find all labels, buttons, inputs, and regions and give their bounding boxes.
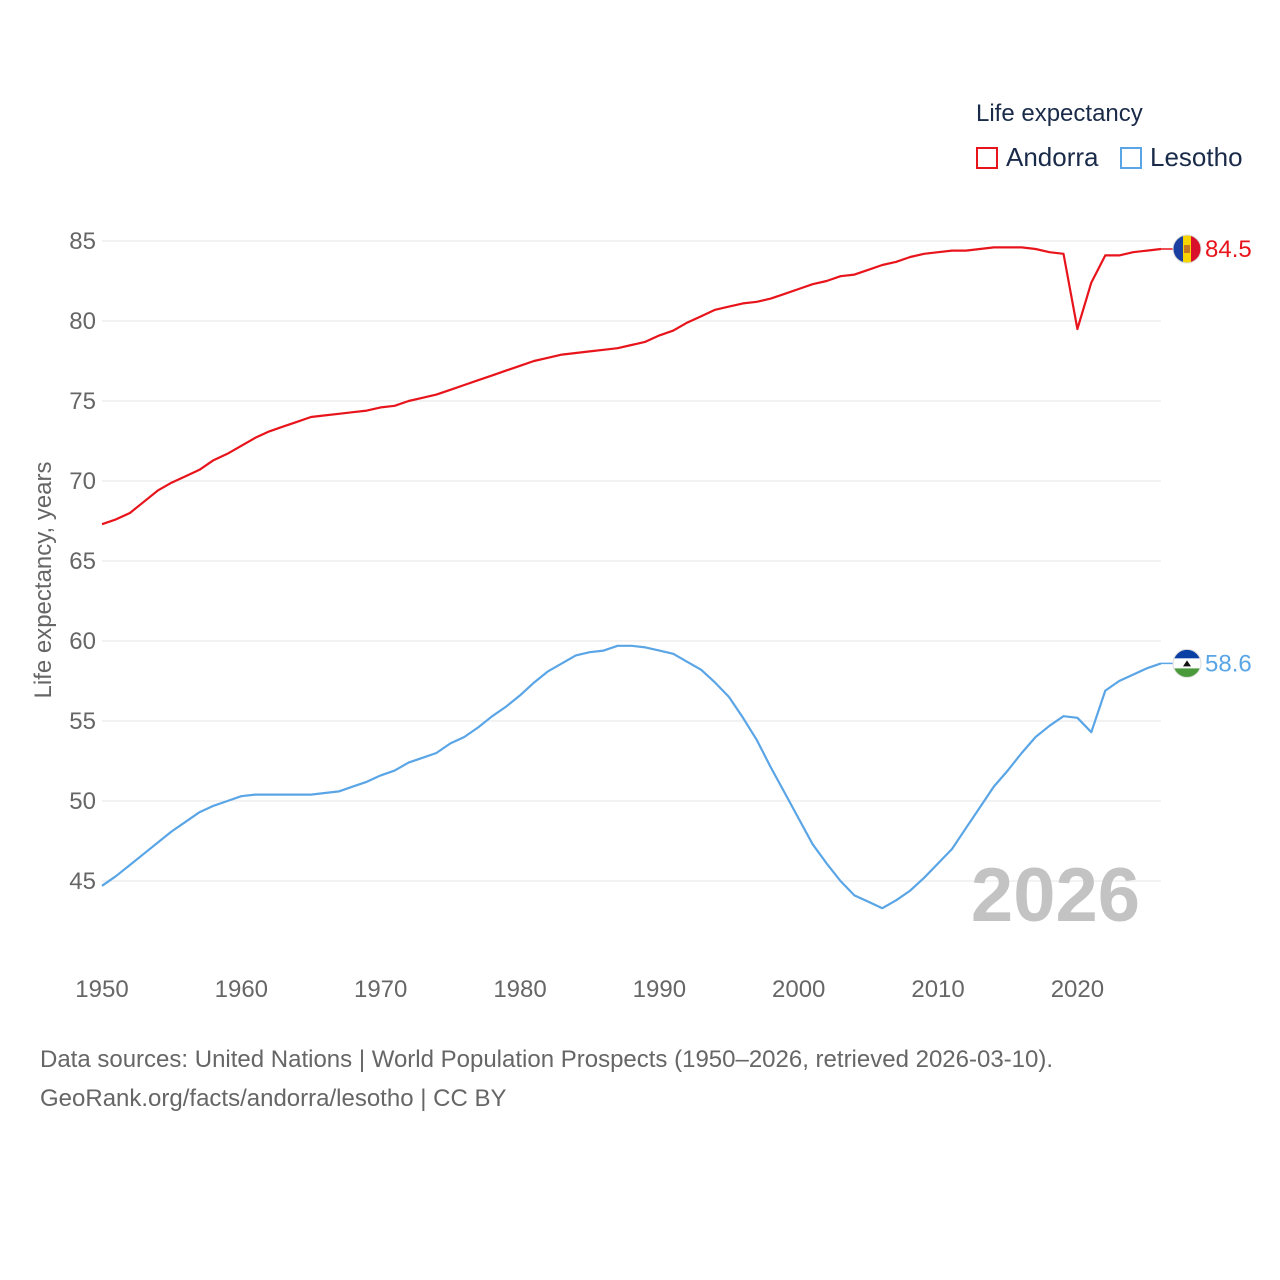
legend-label-andorra: Andorra	[1006, 142, 1099, 172]
y-tick-label-70: 70	[69, 468, 96, 495]
series-lines	[101, 246, 1162, 910]
y-tick-label-85: 85	[69, 228, 96, 255]
current-year-watermark: 2026	[970, 853, 1140, 938]
legend-item-andorra[interactable]: Andorra	[976, 142, 1099, 173]
y-tick-label-80: 80	[69, 308, 96, 335]
andorra-flag-icon	[1172, 234, 1202, 264]
y-tick-label-50: 50	[69, 788, 96, 815]
data-source-text: Data sources: United Nations | World Pop…	[40, 1046, 1054, 1073]
y-tick-label-45: 45	[69, 868, 96, 895]
y-tick-label-65: 65	[69, 548, 96, 575]
series-end-labels: 84.5 58.6	[1161, 234, 1252, 678]
legend-item-lesotho[interactable]: Lesotho	[1120, 142, 1243, 173]
y-axis-label: Life expectancy, years	[30, 461, 57, 698]
grid-lines	[102, 240, 1161, 882]
x-tick-label-2010: 2010	[911, 976, 964, 1003]
x-tick-label-2000: 2000	[772, 976, 825, 1003]
end-value-label-lesotho: 58.6	[1205, 650, 1252, 677]
x-tick-label-1990: 1990	[633, 976, 686, 1003]
x-tick-label-1950: 1950	[75, 976, 128, 1003]
legend-swatch-lesotho	[1120, 146, 1142, 169]
y-tick-label-55: 55	[69, 708, 96, 735]
source-url-text[interactable]: GeoRank.org/facts/andorra/lesotho | CC B…	[40, 1085, 507, 1112]
x-tick-label-1960: 1960	[215, 976, 268, 1003]
y-axis-ticks: 45 50 55 60 65 70 75 80 85	[69, 228, 96, 895]
y-tick-label-75: 75	[69, 388, 96, 415]
series-line-lesotho[interactable]	[101, 644, 1162, 910]
legend-title: Life expectancy	[976, 100, 1143, 127]
legend-swatch-andorra	[976, 146, 998, 169]
x-tick-label-1970: 1970	[354, 976, 407, 1003]
lesotho-flag-icon	[1172, 648, 1202, 678]
x-tick-label-2020: 2020	[1051, 976, 1104, 1003]
y-tick-label-60: 60	[69, 628, 96, 655]
x-tick-label-1980: 1980	[493, 976, 546, 1003]
end-value-label-andorra: 84.5	[1205, 236, 1252, 263]
series-line-andorra[interactable]	[101, 246, 1162, 526]
legend-label-lesotho: Lesotho	[1150, 142, 1243, 172]
x-axis-ticks: 1950 1960 1970 1980 1990 2000 2010 2020	[75, 976, 1104, 1003]
